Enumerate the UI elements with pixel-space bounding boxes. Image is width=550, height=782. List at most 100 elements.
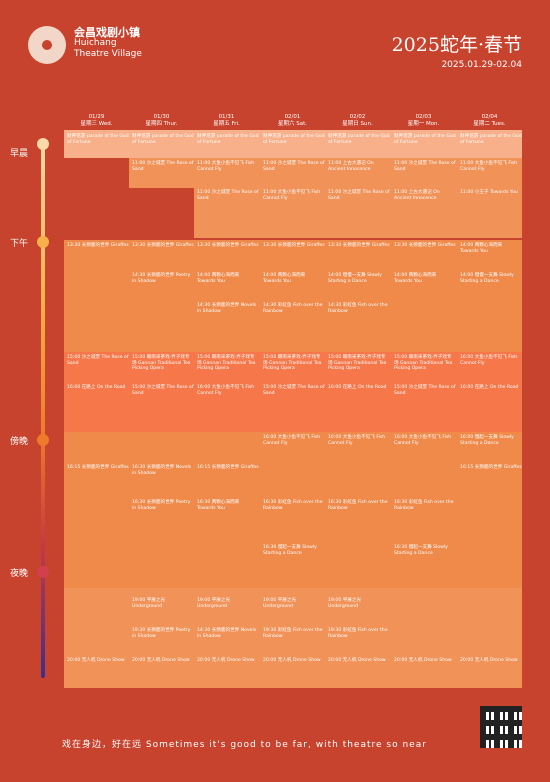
event: 14:00 两颗心海而来 Towards You (460, 243, 503, 254)
event: 19:00 平展之光 Underground (263, 598, 297, 609)
slogan: 戏在身边，好在远 Sometimes it's good to be far, … (62, 740, 427, 750)
brand: 会昌戏剧小镇 Huichang Theatre Village (74, 27, 142, 60)
event: 20:00 无人机 Drone Show (394, 658, 452, 663)
event: 14:30 长颈鹿的世界 Poetry in Shadow (132, 273, 191, 284)
period-afternoon: 下午 (10, 239, 29, 249)
event: 11:00 上古大遇记 On Ancient Innocence (394, 190, 440, 201)
afternoon-band (64, 240, 522, 352)
timeline-dot (37, 236, 49, 248)
event: 15:00 赣南采茶戏·弄子戏专场 Gannan Traditional Tea… (263, 355, 322, 371)
event: 19:30 彩虹鱼 Fish over the Rainbow (263, 628, 323, 639)
event: 15:00 沙之城堡 The Rose of Sand (132, 385, 194, 396)
event: 13:30 长颈鹿的世界 Giraffes (394, 243, 456, 248)
show-block (260, 158, 325, 238)
event: 14:00 慢慢一支舞 Slowly Starting a Dance (460, 273, 514, 284)
show-block (457, 158, 522, 238)
date-range: 2025.01.29-02.04 (441, 60, 522, 70)
show-block (194, 158, 260, 238)
event: 16:30 长颈鹿的世界 Novels in Shadow (132, 465, 192, 476)
event: 13:30 长颈鹿的世界 Giraffes (328, 243, 390, 248)
event: 20:00 无人机 Drone Show (328, 658, 386, 663)
day-header: 01/29 星期三 Wed. (80, 114, 113, 127)
event: 16:00 大鱼小鱼不见飞 Fish Cannot Fly (460, 355, 518, 366)
day-header: 02/03 星期一 Mon. (407, 114, 440, 127)
event: 16:30 两颗心海而来 Towards You (197, 500, 240, 511)
event: 15:00 赣南采茶戏·弄子戏专场 Gannan Traditional Tea… (197, 355, 256, 371)
event: 15:00 赣南采茶戏·弄子戏专场 Gannan Traditional Tea… (328, 355, 387, 371)
event: 14:30 彩虹鱼 Fish over the Rainbow (263, 303, 323, 314)
timeline-bar (41, 138, 45, 678)
day-header: 02/04 星期二 Tues. (473, 114, 506, 127)
show-block (325, 158, 391, 238)
period-night: 夜晚 (10, 569, 29, 579)
days-header: 01/29 星期三 Wed. 01/30 星期四 Thur. 01/31 星期五 Fr… (64, 114, 522, 132)
event: 财神巡游 parade of the God of Fortune (328, 134, 390, 145)
event: 16:30 慢起一支舞 Slowly Starting a Dance (263, 545, 317, 556)
event: 11:00 大鱼小鱼不见飞 Fish Cannot Fly (460, 161, 518, 172)
event: 财神巡游 parade of the God of Fortune (263, 134, 325, 145)
event: 15:00 沙之城堡 The Rose of Sand (263, 385, 325, 396)
day-header: 02/01 星期六 Sat. (277, 114, 307, 127)
schedule-grid: 财神巡游 parade of the God of Fortune 财神巡游 p… (64, 130, 522, 690)
event: 13:30 长颈鹿的世界 Giraffes (197, 243, 259, 248)
day-header: 02/02 星期日 Sun. (342, 114, 373, 127)
event: 20:00 无人机 Drone Show (263, 658, 321, 663)
event: 16:15 长颈鹿的世界 Giraffes (67, 465, 129, 470)
event: 19:30 长颈鹿的世界 Poetry in Shadow (132, 628, 191, 639)
event: 16:30 彩虹鱼 Fish over the Rainbow (263, 500, 323, 511)
event: 16:15 长颈鹿的世界 Giraffes (460, 465, 522, 470)
event: 16:30 长颈鹿的世界 Poetry in Shadow (132, 500, 191, 511)
event: 16:15 长颈鹿的世界 Giraffes (197, 465, 259, 470)
event: 11:00 沙之城堡 The Rose of Sand (328, 190, 390, 201)
event: 14:00 慢慢一支舞 Slowly Starting a Dance (328, 273, 382, 284)
timeline-dot (37, 434, 49, 446)
event: 11:00 沙之城堡 The Rose of Sand (197, 190, 259, 201)
night-band (64, 588, 522, 688)
event: 14:30 长颈鹿的世界 Novels in Shadow (197, 628, 257, 639)
event: 15:00 沙之城堡 The Rose of Sand (394, 385, 456, 396)
qr-code-icon[interactable] (480, 706, 522, 748)
brand-cn: 会昌戏剧小镇 (74, 26, 140, 39)
event: 11:00 小王子 Towards You (460, 190, 518, 195)
event: 16:00 在路上 On the Road (460, 385, 519, 390)
period-evening: 傍晚 (10, 437, 29, 447)
day-header: 01/30 星期四 Thur. (145, 114, 178, 127)
event: 16:30 彩虹鱼 Fish over the Rainbow (328, 500, 388, 511)
event: 14:00 两颗心海而来 Towards You (263, 273, 306, 284)
event: 14:30 长颈鹿的世界 Novels in Shadow (197, 303, 257, 314)
event: 财神巡游 parade of the God of Fortune (394, 134, 456, 145)
event: 16:00 大鱼小鱼不见飞 Fish Cannot Fly (263, 435, 321, 446)
event: 15:00 沙之城堡 The Rose of Sand (67, 355, 129, 366)
event: 13:30 长颈鹿的世界 Giraffes (263, 243, 325, 248)
event: 11:00 大鱼小鱼不见飞 Fish Cannot Fly (197, 161, 255, 172)
event: 19:00 平展之光 Underground (197, 598, 231, 609)
show-block (129, 158, 194, 188)
event: 16:00 大鱼小鱼不见飞 Fish Cannot Fly (394, 435, 452, 446)
event: 13:30 长颈鹿的世界 Giraffes (132, 243, 194, 248)
page-title: 2025蛇年·春节 (391, 34, 522, 56)
event: 16:00 大鱼小鱼不见飞 Fish Cannot Fly (197, 385, 255, 396)
event: 财神巡游 parade of the God of Fortune (460, 134, 522, 145)
evening-band (64, 432, 522, 588)
event: 财神巡游 parade of the God of Fortune (132, 134, 194, 145)
show-block (391, 158, 457, 238)
event: 16:30 彩虹鱼 Fish over the Rainbow (394, 500, 454, 511)
event: 15:00 赣南采茶戏·弄子戏专场 Gannan Traditional Tea… (132, 355, 191, 371)
event: 20:00 无人机 Drone Show (197, 658, 255, 663)
event: 20:00 无人机 Drone Show (132, 658, 190, 663)
event: 14:00 两颗心海而来 Towards You (197, 273, 240, 284)
parade-band (64, 130, 522, 158)
brand-en1: Huichang (74, 38, 117, 48)
mid-band (64, 352, 522, 432)
event: 16:30 慢起一支舞 Slowly Starting a Dance (394, 545, 448, 556)
event: 20:00 无人机 Drone Show (67, 658, 125, 663)
event: 财神巡游 parade of the God of Fortune (197, 134, 259, 145)
timeline-dot (37, 566, 49, 578)
event: 13:30 长颈鹿的世界 Giraffes (67, 243, 129, 248)
event: 19:00 平展之光 Underground (328, 598, 362, 609)
brand-en2: Theatre Village (74, 49, 142, 59)
day-header: 01/31 星期五 Fri. (213, 114, 240, 127)
event: 16:00 在路上 On the Road (328, 385, 387, 390)
event: 19:30 彩虹鱼 Fish over the Rainbow (328, 628, 388, 639)
event: 14:00 两颗心海而来 Towards You (394, 273, 437, 284)
